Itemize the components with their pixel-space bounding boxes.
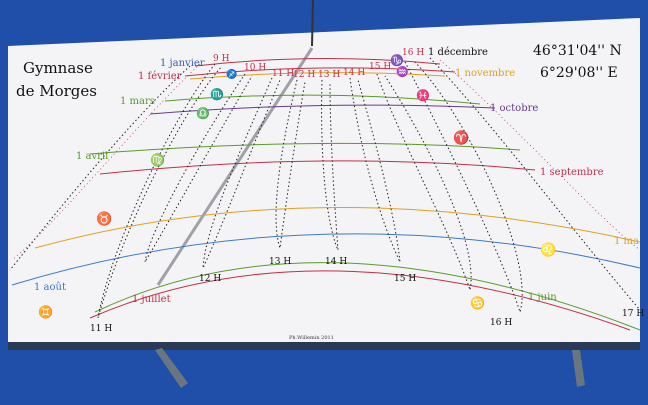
hour-label-top-16h: 16 H (402, 48, 424, 58)
leo-icon: ♌ (540, 242, 556, 258)
school-name-line-2: de Morges (16, 82, 97, 100)
fevrier-date-curve (184, 67, 456, 77)
hour-label-bottom-13h: 13 H (269, 257, 291, 267)
month-fevrier: 1 février (138, 71, 182, 82)
hour-label-top-13h: 13 H (318, 70, 340, 80)
hour-label-bottom-15h: 15 H (394, 274, 416, 284)
hour-line-13h (321, 79, 339, 251)
hour-line-10h (144, 73, 253, 263)
hour-label-bottom-16h: 16 H (490, 318, 512, 328)
novembre-date-curve (189, 72, 446, 80)
hour-line-9h (97, 63, 223, 319)
pisces-icon: ♓ (416, 89, 430, 102)
hour-label-bottom-14h: 14 H (325, 257, 347, 267)
sagittarius-icon: ♐ (226, 68, 237, 80)
avril-date-curve (89, 142, 521, 155)
month-mars: 1 mars (120, 96, 155, 107)
gnomon-rod (311, 0, 314, 47)
month-juin: 1 juin (528, 292, 557, 303)
virgo-icon: ♍ (150, 153, 165, 167)
hour-label-bottom-17h: 17 H (622, 309, 644, 319)
signature: Ph.Willemin 2011 (289, 335, 334, 341)
hour-label-top-11h: 11 H (272, 69, 294, 79)
month-juillet: 1 juillet (132, 294, 171, 305)
libra-icon: ♎ (196, 107, 210, 120)
aries-icon: ♈ (453, 130, 469, 146)
month-decembre: 1 décembre (428, 47, 488, 58)
hour-label-top-10h: 10 H (244, 63, 266, 73)
month-mai: 1 ma (614, 236, 639, 247)
hour-label-bottom-12h: 12 H (199, 274, 221, 284)
hour-line-15h (376, 73, 472, 292)
board-bottom-shadow (8, 342, 640, 350)
right-support-post (572, 350, 585, 387)
scorpio-icon: ♏ (210, 88, 224, 101)
longitude-label: 6°29'08'' E (540, 65, 618, 81)
gemini-icon: ♊ (38, 305, 53, 319)
capricorn-icon: ♑ (390, 54, 404, 67)
school-name-line-1: Gymnase (23, 59, 93, 77)
month-septembre: 1 septembre (540, 167, 604, 178)
hour-label-bottom-11h: 11 H (90, 324, 112, 334)
winter-hour-tips-left (11, 63, 201, 261)
hour-line-17h (429, 57, 641, 311)
hour-label-top-14h: 14 H (343, 68, 365, 78)
taurus-icon: ♉ (96, 211, 112, 227)
sundial-board (8, 18, 640, 345)
left-support-post (155, 348, 188, 388)
mars-date-curve (164, 94, 481, 105)
month-octobre: 1 octobre (490, 103, 538, 114)
juin-date-curve (89, 270, 631, 331)
gnomon-shadow (156, 47, 314, 286)
aout-date-curve (11, 233, 641, 286)
month-avril: 1 avril (76, 151, 108, 162)
month-aout: 1 août (34, 282, 66, 293)
septembre-date-curve (99, 160, 536, 175)
hour-line-14h (349, 77, 401, 263)
mai-date-curve (34, 206, 641, 249)
month-janvier: 1 janvier (160, 58, 205, 69)
hour-line-8h (9, 65, 191, 271)
hour-label-top-15h: 15 H (369, 62, 391, 72)
hour-label-top-12h: 12 H (293, 70, 315, 80)
cancer-icon: ♋ (470, 296, 485, 310)
hour-line-11h (202, 77, 281, 269)
aquarius-icon: ♒ (396, 65, 408, 78)
month-novembre: 1 novembre (455, 68, 515, 79)
winter-date-curve (194, 57, 441, 67)
latitude-label: 46°31'04'' N (533, 43, 622, 59)
juillet-date-curve (94, 262, 641, 331)
hour-label-top-9h: 9 H (213, 54, 230, 64)
winter-hour-tips-right (439, 59, 641, 251)
hour-line-16h (404, 61, 523, 314)
